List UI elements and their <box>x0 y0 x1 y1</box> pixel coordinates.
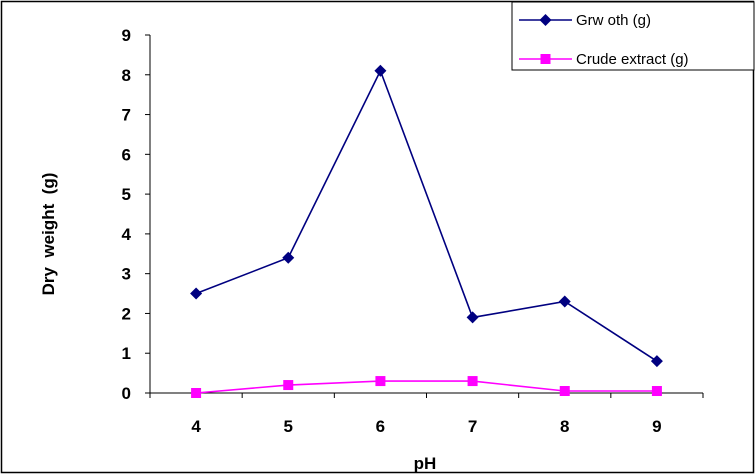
legend: Grw oth (g) Crude extract (g) <box>511 1 755 71</box>
y-tick-label: 8 <box>122 66 131 85</box>
legend-label-crude-extract: Crude extract (g) <box>576 51 689 68</box>
x-axis-ticks: 4 5 6 7 8 9 <box>149 393 704 436</box>
legend-label-growth: Grw oth (g) <box>576 12 651 29</box>
y-tick-label: 3 <box>122 265 131 284</box>
y-tick-label: 7 <box>122 106 131 125</box>
y-tick-label: 9 <box>122 26 131 45</box>
series-growth <box>190 64 663 368</box>
legend-entry-growth: Grw oth (g) <box>519 12 651 29</box>
data-point-growth <box>190 287 203 300</box>
series-line-growth <box>195 68 658 362</box>
y-axis-title: Dry weight (g) <box>39 173 58 296</box>
x-tick-label: 5 <box>284 417 293 436</box>
data-point-crude-extract <box>375 376 386 387</box>
y-tick-label: 5 <box>122 185 131 204</box>
series-crude-extract <box>191 376 662 398</box>
y-tick-label: 4 <box>122 225 132 244</box>
x-tick-label: 4 <box>191 417 201 436</box>
data-point-growth <box>558 295 571 308</box>
data-point-crude-extract <box>467 376 478 387</box>
data-point-growth <box>282 251 295 264</box>
data-point-growth <box>466 311 479 324</box>
x-tick-label: 7 <box>468 417 477 436</box>
legend-entry-crude-extract: Crude extract (g) <box>519 51 689 68</box>
legend-marker-growth <box>539 14 552 26</box>
y-tick-label: 0 <box>122 384 131 403</box>
x-tick-label: 9 <box>652 417 661 436</box>
x-tick-label: 6 <box>376 417 385 436</box>
data-point-crude-extract <box>191 388 202 398</box>
y-tick-label: 6 <box>122 145 131 164</box>
y-tick-label: 2 <box>122 304 131 323</box>
x-axis-title: pH <box>414 454 437 473</box>
data-point-growth <box>650 355 663 368</box>
data-point-growth <box>374 64 387 77</box>
series-layer <box>190 64 663 398</box>
y-axis-ticks: 0 1 2 3 4 5 6 7 8 9 <box>122 26 150 403</box>
x-tick-label: 8 <box>560 417 569 436</box>
data-point-crude-extract <box>651 386 662 397</box>
legend-marker-crude-extract <box>540 54 551 64</box>
data-point-crude-extract <box>283 380 294 391</box>
data-point-crude-extract <box>559 386 570 397</box>
y-tick-label: 1 <box>122 344 131 363</box>
series-line-crude-extract <box>196 380 657 394</box>
